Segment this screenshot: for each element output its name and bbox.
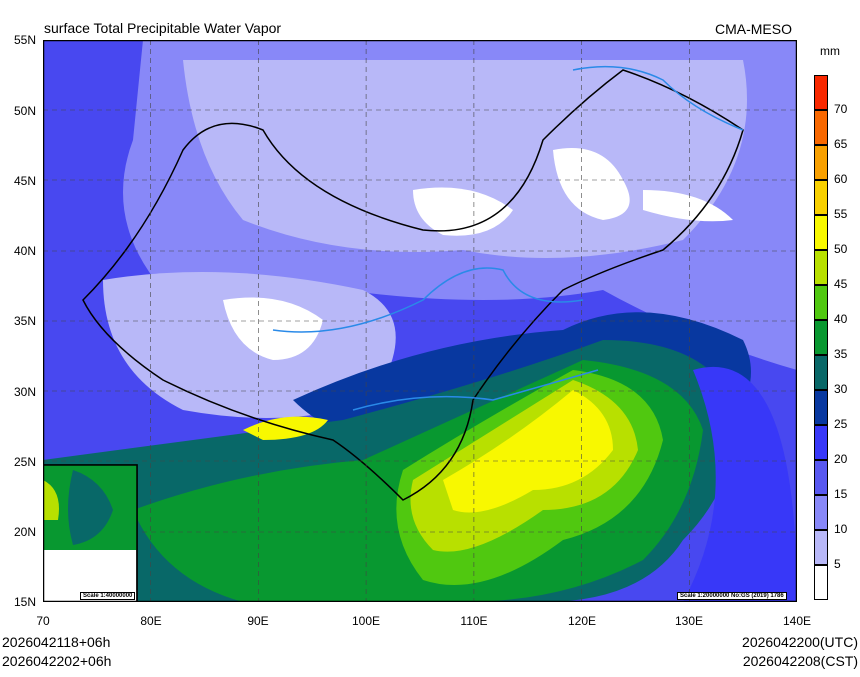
colorbar-box	[814, 495, 828, 530]
utc-time: 2026042200(UTC)	[742, 634, 858, 650]
region-yellow	[443, 390, 613, 513]
colorbar-label: 30	[834, 382, 848, 396]
map-frame	[43, 40, 797, 602]
lon-label: 90E	[247, 614, 269, 628]
colorbar-label: 70	[834, 102, 848, 116]
region-ocean-east	[683, 366, 797, 602]
colorbar-box	[814, 565, 828, 600]
colorbar-box	[814, 425, 828, 460]
precipitable-water-map	[43, 40, 797, 602]
colorbar-box	[814, 530, 828, 565]
colorbar-box	[814, 180, 828, 215]
colorbar-label: 40	[834, 312, 848, 326]
lat-label: 25N	[13, 455, 36, 469]
graticule	[43, 40, 797, 602]
map-title: surface Total Precipitable Water Vapor	[44, 20, 282, 36]
lon-label: 100E	[351, 614, 381, 628]
colorbar-box	[814, 460, 828, 495]
valid-time: 2026042202+06h	[2, 653, 112, 669]
lon-label: 140E	[782, 614, 812, 628]
colorbar-label: 45	[834, 277, 848, 291]
lon-label: 110E	[460, 614, 488, 628]
map-scale: Scale 1:20000000 No:GS (2019) 1786	[677, 592, 787, 600]
colorbar-box	[814, 75, 828, 110]
lat-label: 45N	[13, 174, 36, 188]
lat-label: 15N	[13, 595, 36, 609]
lat-label: 55N	[13, 33, 36, 47]
lat-label: 30N	[13, 385, 36, 399]
colorbar-box	[814, 145, 828, 180]
white-gobi	[413, 187, 513, 236]
colorbar-box	[814, 285, 828, 320]
colorbar-label: 10	[834, 522, 848, 536]
lat-label: 20N	[13, 525, 36, 539]
colorbar-box	[814, 355, 828, 390]
lat-label: 50N	[13, 104, 36, 118]
colorbar-box	[814, 390, 828, 425]
colorbar-box	[814, 250, 828, 285]
inset-scale: Scale 1:40000000	[80, 592, 136, 600]
colorbar-label: 50	[834, 242, 848, 256]
china-border	[82, 69, 744, 501]
colorbar-label: 35	[834, 347, 848, 361]
lon-label: 130E	[674, 614, 704, 628]
white-tibet	[223, 297, 323, 360]
colorbar-label: 60	[834, 172, 848, 186]
colorbar-label: 25	[834, 417, 848, 431]
white-northeast	[553, 148, 630, 220]
lon-label: 80E	[140, 614, 162, 628]
inset-map	[43, 464, 138, 602]
colorbar-box	[814, 320, 828, 355]
colorbar-unit: mm	[820, 44, 840, 58]
cst-time: 2026042208(CST)	[742, 653, 858, 669]
colorbar-label: 15	[834, 487, 848, 501]
lon-label: 70	[36, 614, 50, 628]
colorbar-box	[814, 110, 828, 145]
model-name: CMA-MESO	[715, 21, 792, 37]
rivers	[272, 65, 744, 411]
colorbar-label: 20	[834, 452, 848, 466]
colorbar-box	[814, 215, 828, 250]
init-time: 2026042118+06h	[2, 634, 111, 650]
colorbar-label: 5	[834, 557, 841, 571]
lat-label: 40N	[13, 244, 36, 258]
lon-label: 120E	[567, 614, 597, 628]
colorbar-label: 55	[834, 207, 848, 221]
white-northeast-2	[643, 190, 733, 222]
colorbar-label: 65	[834, 137, 848, 151]
lat-label: 35N	[13, 314, 36, 328]
